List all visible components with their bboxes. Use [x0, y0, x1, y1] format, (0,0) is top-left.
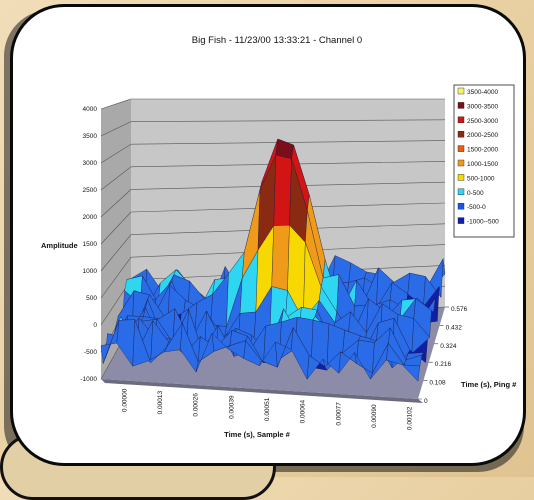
legend-label: 2500-3000 [467, 118, 498, 125]
y-tick-label: 0.576 [451, 306, 468, 313]
y-axis-ticks: 0 0.108 0.216 0.324 0.432 0.576 [418, 306, 468, 405]
legend-label: 500-1000 [467, 175, 495, 182]
legend: 3500-4000 3000-3500 2500-3000 2000-2500 1500… [453, 84, 515, 238]
y-tick-label: 0.432 [446, 324, 463, 331]
legend-swatch [457, 202, 465, 210]
legend-swatch [457, 217, 465, 224]
y-tick-label: 0.108 [429, 380, 446, 387]
gridline-side [100, 166, 132, 191]
z-tick-label: 3000 [83, 160, 98, 167]
legend-label: 3000-3500 [467, 103, 498, 110]
z-axis-ticks: -1000 -500 0 500 1000 1500 2000 2500 3000 3500 400… [80, 106, 97, 383]
x-tick-label: 0.00077 [335, 402, 342, 426]
legend-swatch [457, 102, 465, 109]
x-tick-label: 0.00064 [300, 400, 307, 424]
x-tick-label: 0.00039 [228, 395, 235, 419]
gridline-side [100, 98, 132, 110]
surface-chart: -1000 -500 0 500 1000 1500 2000 2500 3000 3500 400… [41, 35, 517, 439]
chart-panel: -1000 -500 0 500 1000 1500 2000 2500 3000 3500 400… [10, 4, 526, 466]
legend-swatch [457, 159, 465, 167]
legend-label: 2000-2500 [467, 132, 498, 139]
z-tick-label: 4000 [83, 106, 98, 113]
legend-swatch [457, 87, 465, 95]
x-tick-label: 0.00013 [157, 391, 164, 415]
z-tick-label: 1000 [83, 268, 98, 275]
x-tick-label: 0.00102 [407, 406, 414, 430]
surface-cell [271, 225, 290, 291]
z-tick-label: 0 [93, 322, 97, 329]
floor-front [101, 379, 423, 403]
gridline-side [100, 143, 132, 164]
gridline-back [130, 119, 446, 122]
y-tick-label: 0.324 [440, 343, 457, 350]
legend-swatch [457, 145, 465, 152]
gridline-side [100, 189, 132, 218]
surface-mesh [100, 138, 446, 382]
gridline-side [100, 211, 132, 245]
x-axis-ticks: 0.00000 0.00013 0.00026 0.00039 0.00051 0.000… [121, 388, 413, 430]
z-tick-label: 3500 [83, 133, 98, 140]
x-tick-label: 0.00090 [371, 404, 378, 428]
chart-title: Big Fish - 11/23/00 13:33:21 - Channel 0 [192, 35, 362, 46]
z-tick-label: 1500 [83, 241, 98, 248]
x-tick-label: 0.00000 [121, 388, 128, 412]
z-tick-label: -1000 [80, 376, 97, 383]
z-tick-label: 2500 [83, 187, 98, 194]
legend-swatch [457, 188, 465, 196]
gridline-back [130, 140, 446, 145]
legend-label: -500-0 [467, 204, 486, 211]
legend-label: 0-500 [467, 190, 484, 197]
legend-swatch [457, 174, 465, 181]
legend-label: 1500-2000 [467, 147, 498, 154]
surface-cell [273, 154, 292, 226]
surface-cell [401, 364, 421, 382]
x-tick-label: 0.00026 [193, 393, 200, 417]
legend-swatch [457, 130, 465, 138]
y-tick-label: 0 [424, 398, 428, 405]
x-tick-label: 0.00051 [264, 397, 271, 421]
legend-label: 1000-1500 [467, 161, 498, 168]
z-tick-label: 2000 [83, 214, 98, 221]
z-tick-label: 500 [86, 295, 97, 302]
z-tick-label: -500 [84, 349, 97, 356]
legend-label: -1000--500 [467, 219, 499, 226]
x-axis-label: Time (s), Sample # [224, 430, 291, 439]
gridline-side [100, 234, 132, 272]
z-axis-label: Amplitude [41, 241, 78, 250]
y-tick-label: 0.216 [435, 361, 452, 368]
gridline-side [100, 121, 132, 137]
legend-label: 3500-4000 [467, 89, 498, 96]
gridline-side [100, 257, 132, 299]
legend-swatch [457, 116, 465, 124]
y-axis-label: Time (s), Ping # [461, 380, 517, 389]
